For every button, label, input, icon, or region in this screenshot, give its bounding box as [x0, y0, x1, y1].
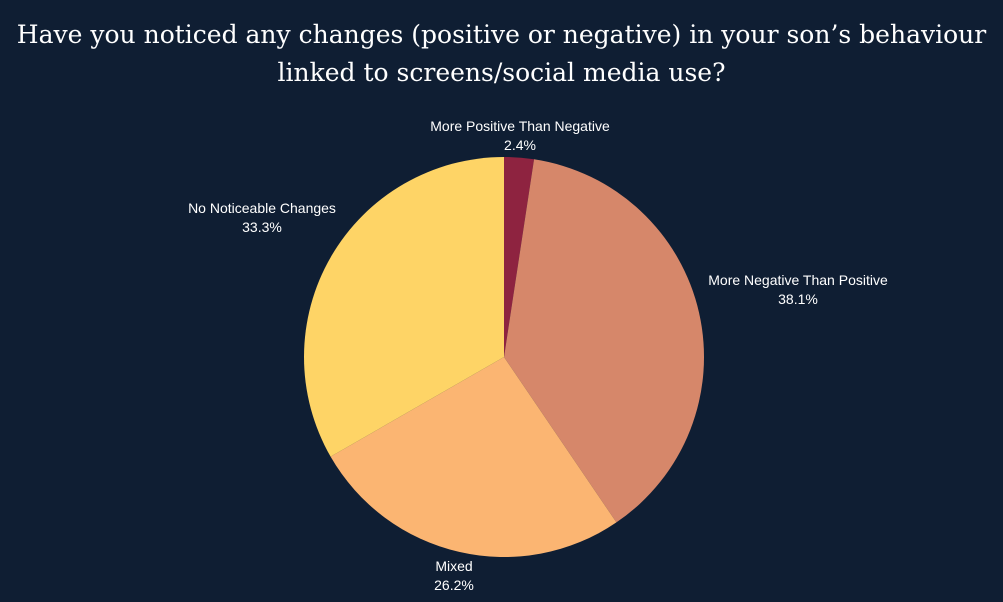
slice-value-label: 33.3%	[242, 219, 282, 235]
slice-value-label: 26.2%	[434, 577, 474, 593]
slice-label: No Noticeable Changes	[188, 200, 336, 216]
pie-slice-no-noticeable-changes	[304, 157, 504, 457]
slice-label: More Positive Than Negative	[430, 118, 610, 134]
slice-label: Mixed	[435, 558, 472, 574]
pie-slice-mixed	[330, 357, 617, 558]
chart-title: Have you noticed any changes (positive o…	[16, 20, 987, 87]
pie-slice-more-positive-than-negative	[504, 157, 535, 357]
pie-slice-more-negative-than-positive	[504, 159, 705, 523]
slice-value-label: 38.1%	[778, 291, 818, 307]
pie-labels: More Positive Than Negative 2.4% More Nega…	[188, 118, 888, 593]
slice-label: More Negative Than Positive	[708, 272, 888, 288]
slice-value-label: 2.4%	[504, 137, 536, 153]
pie-slices	[304, 157, 705, 558]
